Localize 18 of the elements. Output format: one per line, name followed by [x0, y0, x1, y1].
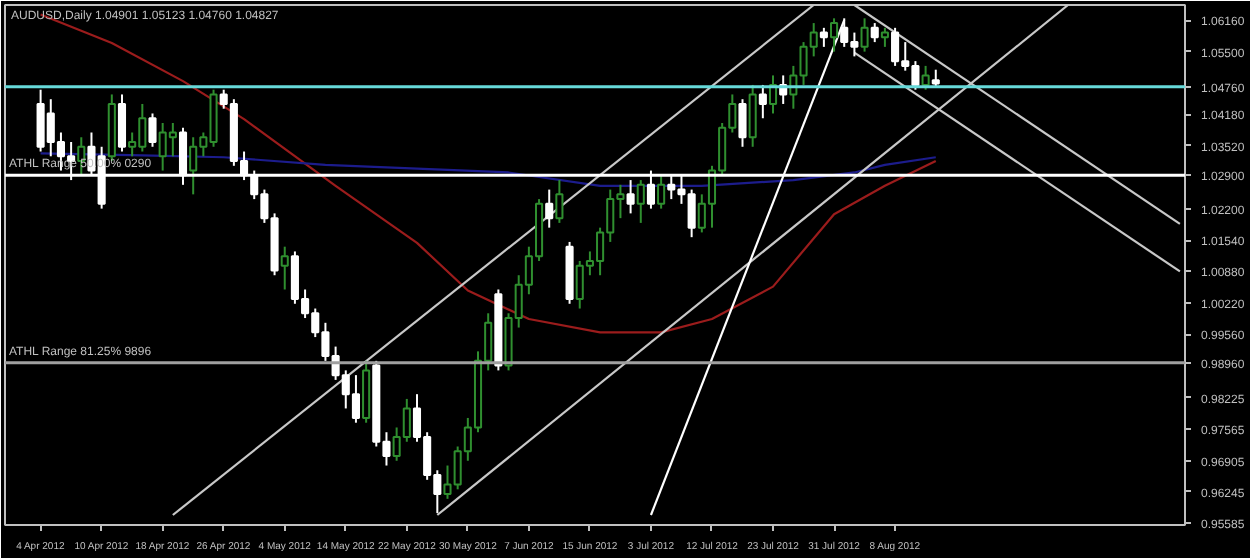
candlestick — [758, 83, 767, 120]
candlestick — [880, 26, 889, 48]
candlestick — [657, 174, 666, 210]
candlestick — [860, 17, 869, 53]
candlestick — [748, 83, 757, 148]
candlestick — [921, 64, 930, 91]
candlestick — [555, 179, 564, 224]
candlestick — [545, 188, 554, 229]
candlestick — [148, 112, 157, 148]
line-series — [39, 152, 937, 187]
candlestick — [362, 359, 371, 424]
candlestick — [738, 98, 747, 148]
candlestick — [819, 26, 828, 48]
candlestick — [280, 245, 289, 291]
candlestick — [870, 22, 879, 44]
candlestick — [117, 93, 127, 153]
candlestick — [636, 179, 645, 224]
candlestick — [830, 17, 839, 53]
